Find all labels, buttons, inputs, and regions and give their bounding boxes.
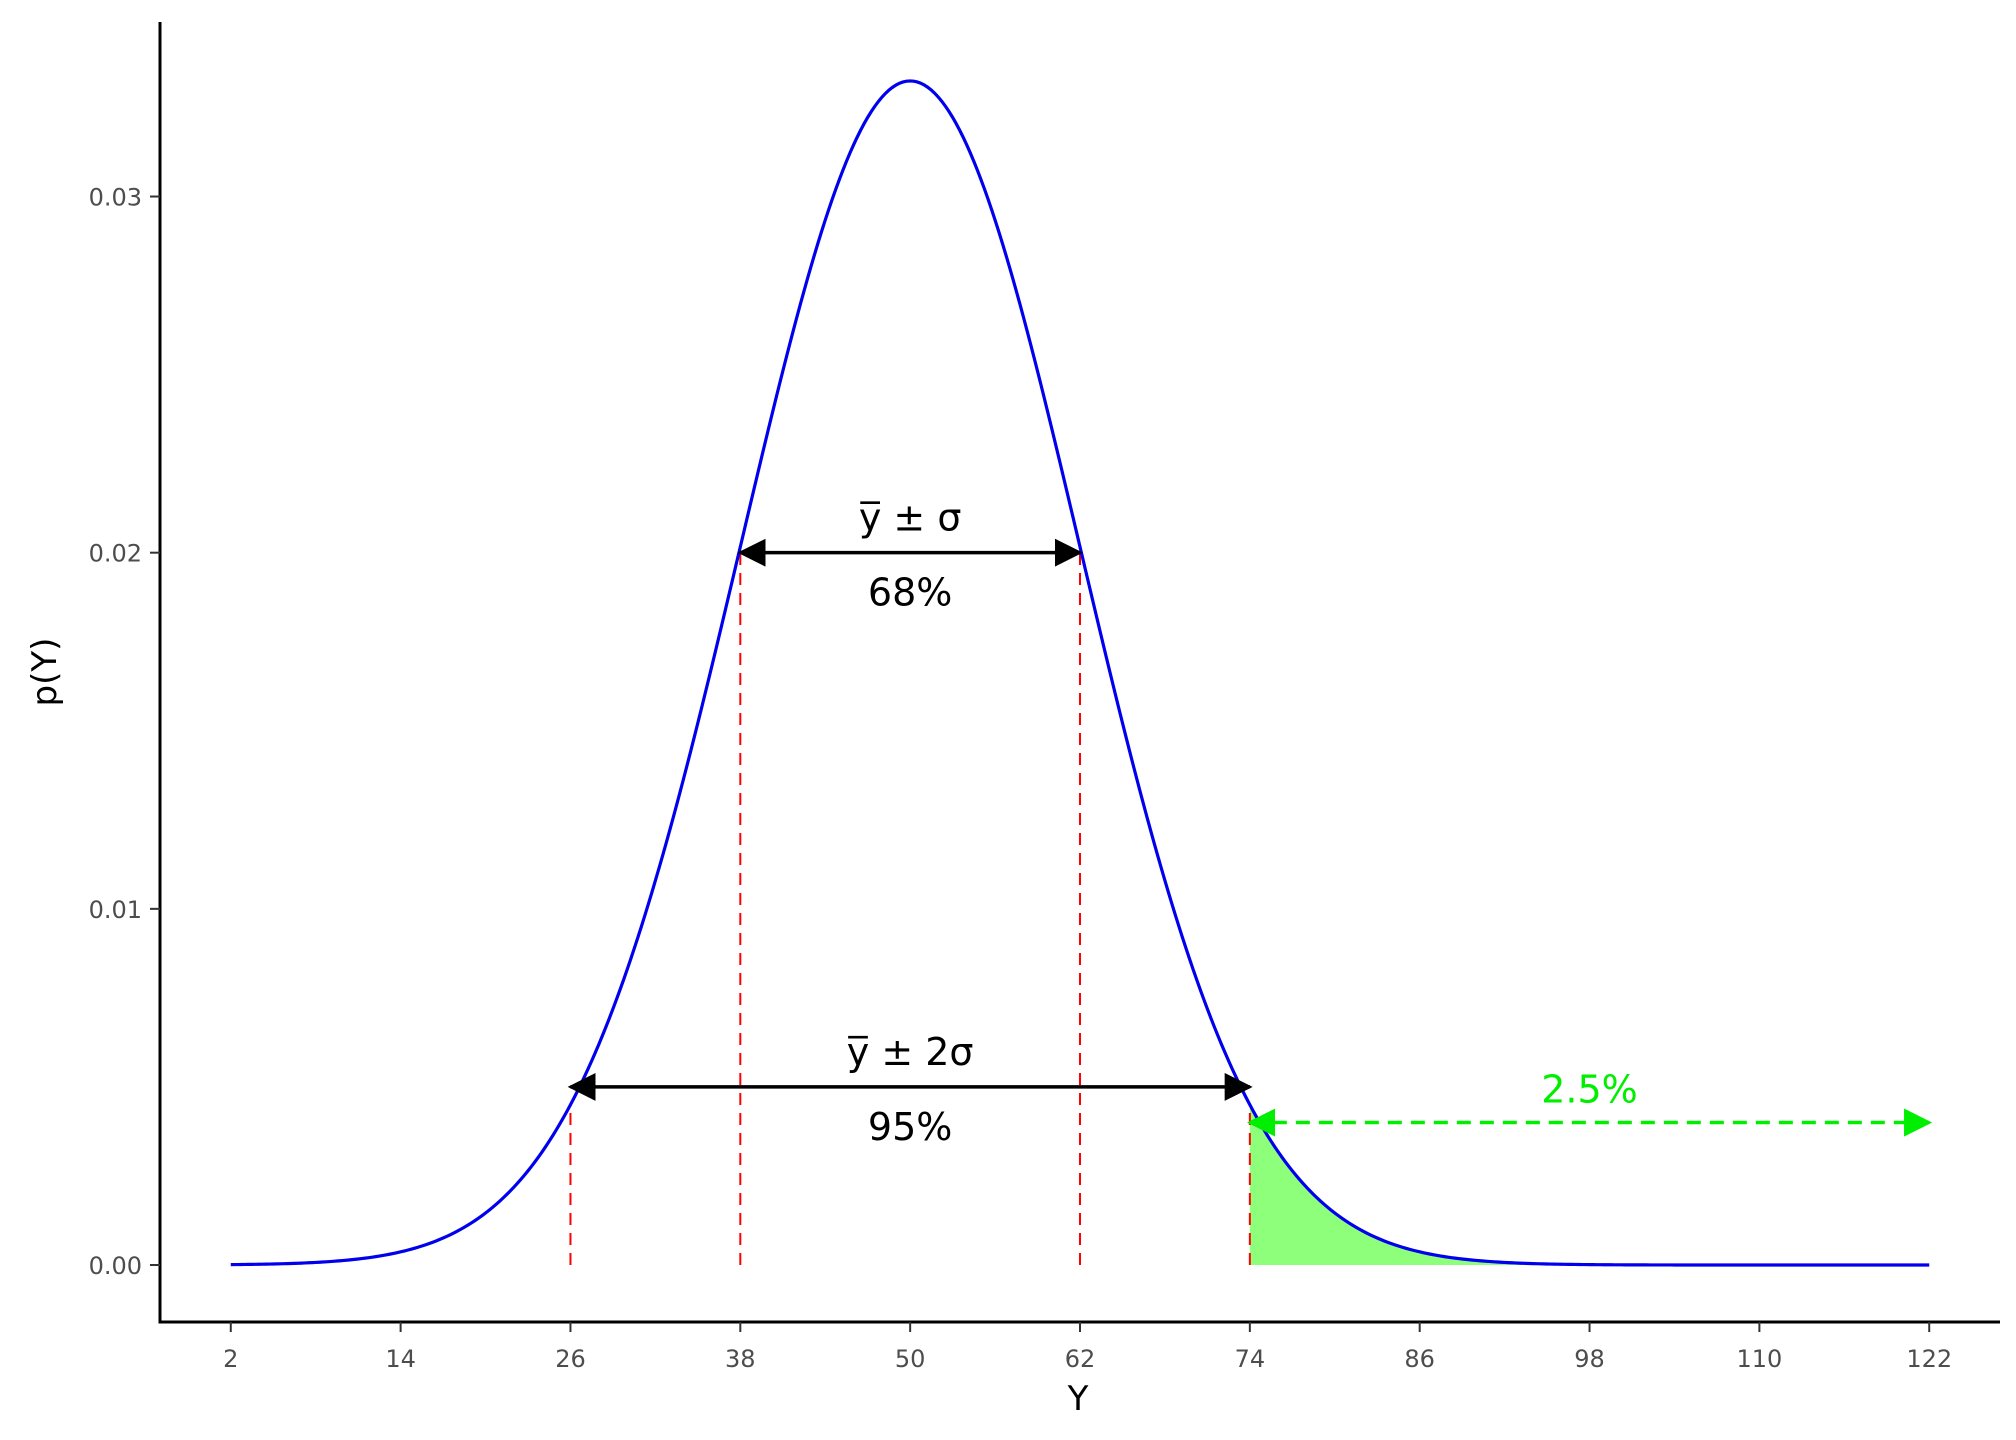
label-two-sigma: y̅ ± 2σ — [847, 1030, 974, 1074]
x-tick-label-74: 74 — [1235, 1345, 1266, 1373]
x-tick-label-110: 110 — [1736, 1345, 1782, 1373]
y-tick-label-2: 0.02 — [89, 540, 142, 568]
y-axis-title: p(Y) — [25, 638, 65, 707]
x-tick-label-38: 38 — [725, 1345, 756, 1373]
label-two-sigma-percent: 95% — [868, 1105, 952, 1149]
label-one-sigma: y̅ ± σ — [859, 496, 962, 540]
y-tick-label-0: 0.00 — [89, 1252, 142, 1280]
label-tail-percent: 2.5% — [1541, 1068, 1638, 1112]
x-tick-label-26: 26 — [555, 1345, 586, 1373]
x-tick-label-50: 50 — [895, 1345, 926, 1373]
x-tick-label-86: 86 — [1404, 1345, 1435, 1373]
x-tick-label-14: 14 — [385, 1345, 416, 1373]
y-tick-label-3: 0.03 — [89, 184, 142, 212]
x-tick-label-2: 2 — [223, 1345, 238, 1373]
label-one-sigma-percent: 68% — [868, 571, 952, 615]
x-axis-title: Y — [1067, 1379, 1089, 1419]
shaded-tail-area — [1249, 1104, 1930, 1266]
x-tick-label-62: 62 — [1065, 1345, 1096, 1373]
y-tick-label-1: 0.01 — [89, 896, 142, 924]
x-tick-label-122: 122 — [1906, 1345, 1952, 1373]
x-tick-label-98: 98 — [1574, 1345, 1605, 1373]
